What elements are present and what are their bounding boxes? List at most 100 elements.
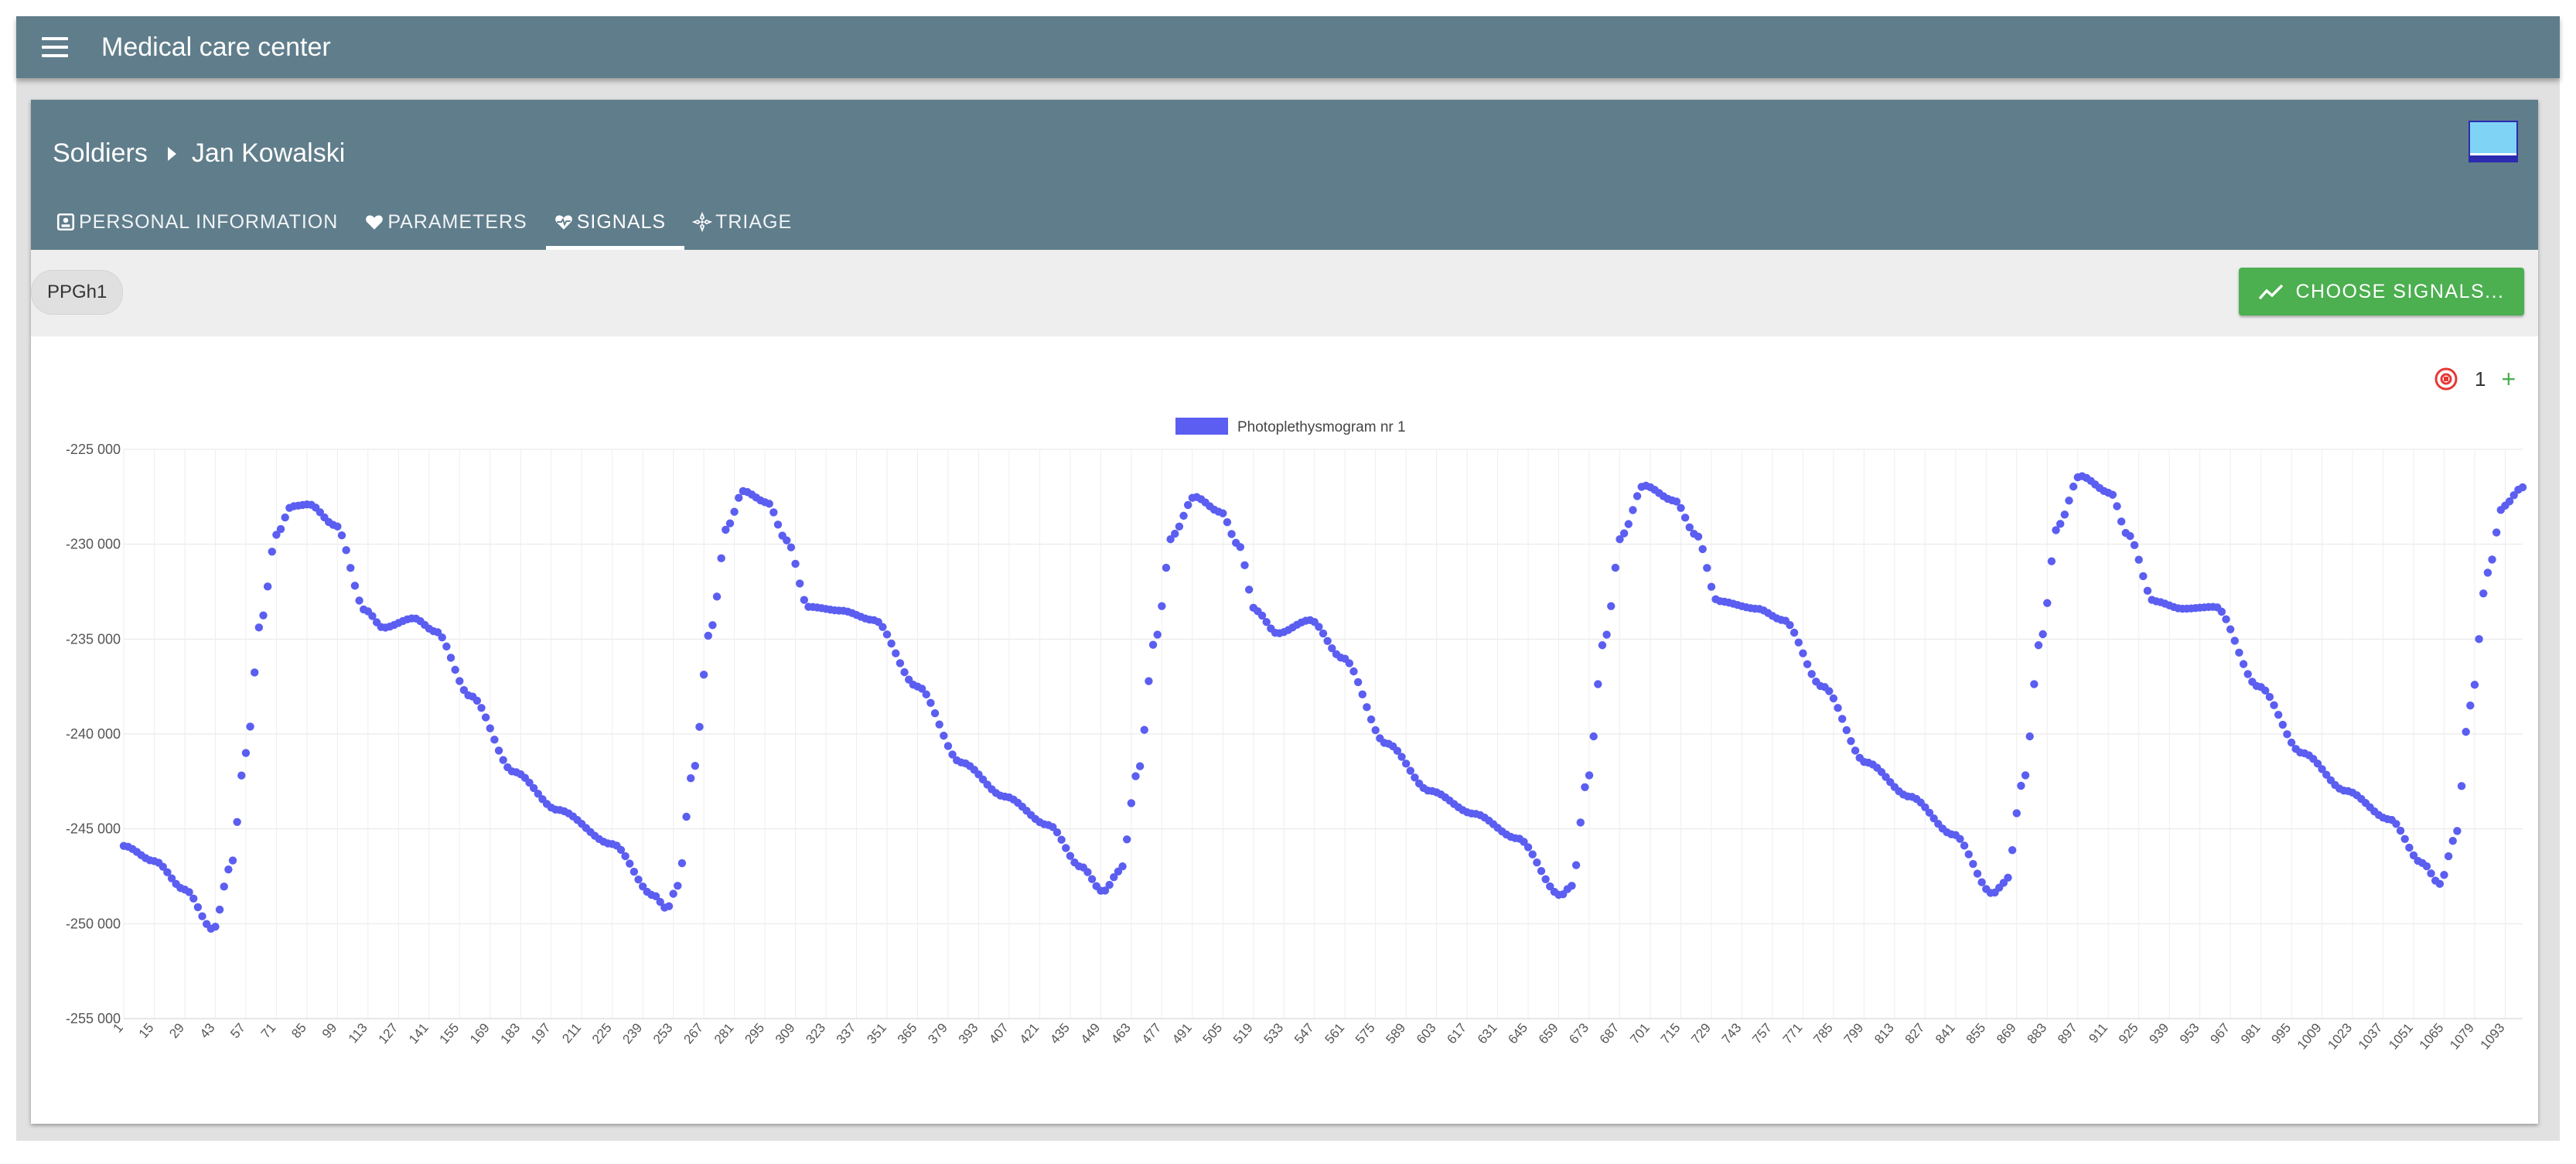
x-tick-label: 841 — [1933, 1020, 1958, 1046]
y-tick-label: -240 000 — [66, 726, 121, 742]
data-point — [2457, 782, 2466, 790]
x-tick-label: 701 — [1627, 1020, 1653, 1046]
data-point — [193, 903, 203, 912]
signal-chip[interactable]: PPGh1 — [31, 270, 124, 315]
data-point — [268, 548, 276, 556]
data-point — [2274, 710, 2283, 719]
data-point — [1807, 670, 1816, 678]
y-tick-label: -230 000 — [66, 537, 121, 552]
data-point — [167, 874, 176, 882]
breadcrumb-parent[interactable]: Soldiers — [53, 138, 148, 168]
x-tick-label: 267 — [681, 1020, 706, 1046]
data-point — [534, 790, 542, 798]
data-point — [1145, 677, 1153, 685]
app-frame: Medical care center Soldiers Jan Kowalsk… — [16, 16, 2560, 1141]
data-point — [2239, 660, 2248, 668]
data-point — [2130, 541, 2139, 550]
data-point — [2117, 517, 2126, 526]
data-point — [1049, 823, 1057, 831]
data-point — [664, 902, 674, 910]
data-point — [438, 633, 446, 642]
heart-pulse-icon — [554, 215, 572, 230]
data-point — [800, 596, 809, 604]
data-point — [2470, 681, 2479, 689]
data-point — [2143, 586, 2152, 596]
data-point — [1240, 561, 1249, 570]
x-tick-label: 15 — [136, 1020, 157, 1041]
data-point — [769, 508, 778, 517]
data-point — [451, 665, 459, 674]
data-point — [442, 642, 451, 651]
data-point — [917, 684, 926, 693]
tab-personal-information[interactable]: PERSONAL INFORMATION — [48, 199, 357, 245]
x-tick-label: 799 — [1841, 1020, 1867, 1046]
data-point — [2409, 851, 2418, 860]
data-point — [682, 812, 691, 821]
data-point — [634, 875, 643, 884]
data-point — [2448, 836, 2457, 845]
data-point — [730, 507, 739, 516]
data-point — [1236, 543, 1245, 551]
x-tick-label: 855 — [1964, 1020, 1989, 1046]
add-signal-button[interactable]: + — [2501, 365, 2516, 393]
x-tick-label: 1009 — [2295, 1020, 2325, 1052]
data-point — [2400, 835, 2409, 843]
data-point — [1925, 808, 1934, 818]
y-tick-label: -225 000 — [66, 442, 121, 457]
data-point — [791, 559, 800, 568]
y-tick-label: -250 000 — [66, 916, 121, 931]
data-point — [1842, 725, 1851, 735]
data-point — [677, 858, 687, 868]
data-point — [2396, 826, 2405, 835]
data-point — [281, 513, 289, 522]
data-point — [2034, 641, 2043, 650]
data-point — [1611, 563, 1620, 572]
data-point — [725, 519, 735, 527]
tab-signals[interactable]: SIGNALS — [545, 199, 685, 250]
data-point — [2069, 482, 2078, 491]
data-point — [1847, 736, 1855, 746]
data-point — [948, 750, 957, 759]
menu-icon[interactable] — [42, 37, 68, 57]
tab-label: SIGNALS — [576, 210, 667, 233]
data-point — [887, 639, 896, 648]
data-point — [342, 546, 350, 555]
data-point — [1397, 753, 1406, 761]
data-point — [783, 536, 791, 544]
triage-icon — [692, 212, 713, 232]
data-point — [1546, 882, 1554, 891]
data-point — [629, 867, 639, 876]
data-point — [943, 742, 953, 750]
data-point — [211, 923, 220, 931]
x-tick-label: 981 — [2238, 1020, 2264, 1046]
avatar-icon[interactable] — [2469, 121, 2518, 162]
data-point — [1166, 534, 1175, 544]
choose-signals-button[interactable]: CHOOSE SIGNALS... — [2239, 268, 2524, 316]
tab-parameters[interactable]: PARAMETERS — [357, 199, 545, 245]
data-point — [2230, 637, 2239, 645]
data-point — [1685, 523, 1694, 532]
x-tick-label: 617 — [1444, 1020, 1469, 1046]
data-point — [2483, 568, 2492, 577]
y-tick-label: -255 000 — [66, 1011, 121, 1026]
data-point — [1411, 773, 1419, 782]
data-point — [722, 525, 730, 534]
data-point — [1062, 844, 1070, 852]
data-point — [2427, 869, 2435, 878]
remove-signal-icon[interactable] — [2433, 366, 2459, 392]
x-tick-label: 183 — [498, 1020, 524, 1046]
data-point — [2056, 520, 2065, 528]
data-point — [246, 722, 254, 731]
x-tick-label: 421 — [1017, 1020, 1042, 1046]
data-point — [2265, 692, 2274, 701]
data-point — [1581, 783, 1589, 792]
y-tick-label: -235 000 — [66, 631, 121, 647]
id-card-icon — [56, 213, 75, 231]
data-point — [486, 724, 494, 732]
data-point — [699, 671, 708, 679]
x-tick-label: 897 — [2055, 1020, 2080, 1046]
data-point — [1964, 850, 1973, 858]
data-point — [1969, 859, 1977, 869]
tab-triage[interactable]: TRIAGE — [684, 199, 810, 245]
data-point — [1533, 858, 1541, 867]
